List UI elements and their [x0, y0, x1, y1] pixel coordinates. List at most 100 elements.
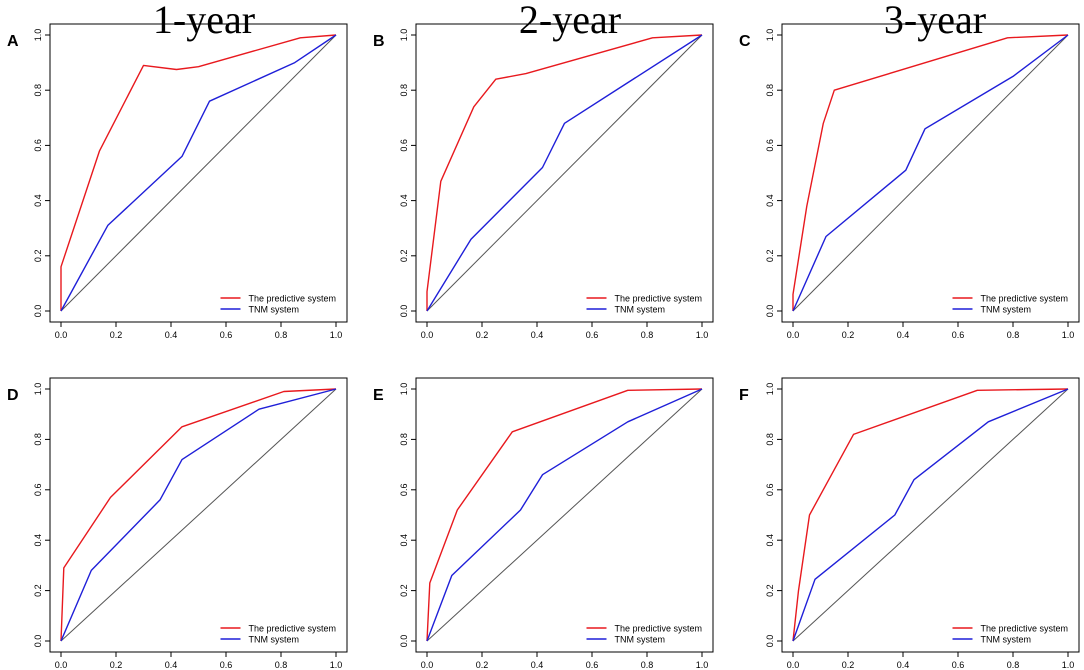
panel-label-f: F: [739, 387, 749, 404]
legend-entry: The predictive system: [615, 294, 703, 304]
legend-entry: TNM system: [981, 635, 1032, 645]
y-tick-label: 0.2: [765, 584, 775, 597]
x-tick-label: 0.4: [897, 660, 910, 670]
x-tick-label: 1.0: [1062, 660, 1075, 670]
panel-label-d: D: [7, 387, 19, 404]
y-tick-label: 0.4: [399, 534, 409, 547]
x-tick-label: 0.4: [897, 330, 910, 340]
plot-frame: [781, 23, 1080, 323]
x-tick-label: 0.0: [787, 660, 800, 670]
x-tick-label: 0.8: [641, 330, 654, 340]
y-tick-label: 0.2: [399, 584, 409, 597]
x-tick-label: 0.2: [842, 330, 855, 340]
roc-panel-c: C 0.0 0.2 0.4 0.6 0.8 1.0 0.0 0.2 0.4 0.6 0.8 1.0 The…: [739, 23, 1080, 340]
x-tick-label: 0.0: [421, 660, 434, 670]
roc-panel-b: B 0.0 0.2 0.4 0.6 0.8 1.0 0.0 0.2 0.4 0.6 0.8 1.0 The…: [373, 23, 714, 340]
panel-label-e: E: [373, 387, 384, 404]
plot-frame: [415, 23, 714, 323]
plot-frame: [49, 23, 348, 323]
x-tick-label: 0.4: [531, 660, 544, 670]
x-tick-label: 0.6: [952, 330, 965, 340]
x-tick-label: 0.6: [586, 330, 599, 340]
x-tick-label: 1.0: [696, 660, 709, 670]
x-tick-label: 0.2: [476, 660, 489, 670]
plot-frame: [49, 377, 348, 653]
roc-panel-a: A 0.0 0.2 0.4 0.6 0.8 1.0 0.0 0.2 0.4 0.6 0.8 1.0 The…: [7, 23, 348, 340]
x-tick-label: 0.2: [476, 330, 489, 340]
x-tick-label: 0.0: [55, 330, 68, 340]
x-tick-label: 0.6: [220, 330, 233, 340]
x-tick-label: 0.8: [641, 660, 654, 670]
predictive-system-roc-line: [60, 388, 337, 642]
y-tick-label: 0.0: [765, 635, 775, 648]
reference-diagonal-line: [792, 34, 1069, 312]
x-tick-label: 0.8: [275, 330, 288, 340]
y-tick-label: 0.2: [33, 584, 43, 597]
roc-panel-f: F 0.0 0.2 0.4 0.6 0.8 1.0 0.0 0.2 0.4 0.6 0.8 1.0 The…: [739, 377, 1080, 670]
y-tick-label: 0.2: [33, 250, 43, 263]
y-tick-label: 1.0: [765, 383, 775, 396]
plot-frame: [781, 377, 1080, 653]
legend-entry: The predictive system: [615, 624, 703, 634]
reference-diagonal-line: [60, 388, 337, 642]
tnm-system-roc-line: [426, 34, 703, 312]
y-tick-label: 1.0: [399, 383, 409, 396]
legend-entry: The predictive system: [249, 624, 337, 634]
plot-frame: [415, 377, 714, 653]
y-tick-label: 0.6: [765, 139, 775, 152]
legend-entry: The predictive system: [981, 624, 1069, 634]
x-tick-label: 0.6: [586, 660, 599, 670]
x-tick-label: 0.0: [55, 660, 68, 670]
y-tick-label: 0.4: [765, 534, 775, 547]
tnm-system-roc-line: [60, 34, 337, 312]
y-tick-label: 0.6: [33, 484, 43, 497]
column-title-1-year: 1-year: [152, 0, 256, 42]
x-tick-label: 0.4: [165, 660, 178, 670]
tnm-system-roc-line: [792, 388, 1069, 642]
y-tick-label: 0.8: [765, 84, 775, 97]
roc-panel-e: E 0.0 0.2 0.4 0.6 0.8 1.0 0.0 0.2 0.4 0.6 0.8 1.0 The…: [373, 377, 714, 670]
y-tick-label: 0.4: [765, 194, 775, 207]
column-title-3-year: 3-year: [883, 0, 987, 42]
x-tick-label: 0.6: [220, 660, 233, 670]
legend-entry: TNM system: [249, 305, 300, 315]
x-tick-label: 0.4: [531, 330, 544, 340]
y-tick-label: 0.0: [765, 305, 775, 318]
y-tick-label: 0.4: [33, 534, 43, 547]
tnm-system-roc-line: [792, 34, 1069, 312]
y-tick-label: 0.4: [33, 194, 43, 207]
y-tick-label: 0.8: [33, 433, 43, 446]
tnm-system-roc-line: [60, 388, 337, 642]
x-tick-label: 0.0: [787, 330, 800, 340]
y-tick-label: 0.2: [765, 250, 775, 263]
x-tick-label: 1.0: [696, 330, 709, 340]
predictive-system-roc-line: [426, 34, 703, 311]
reference-diagonal-line: [426, 388, 703, 642]
x-tick-label: 0.6: [952, 660, 965, 670]
y-tick-label: 0.6: [399, 484, 409, 497]
x-tick-label: 1.0: [1062, 330, 1075, 340]
y-tick-label: 0.6: [765, 484, 775, 497]
x-tick-label: 0.2: [110, 330, 123, 340]
predictive-system-roc-line: [426, 388, 703, 642]
y-tick-label: 0.6: [399, 139, 409, 152]
legend-entry: TNM system: [249, 635, 300, 645]
predictive-system-roc-line: [792, 388, 1069, 642]
x-tick-label: 1.0: [330, 660, 343, 670]
y-tick-label: 0.8: [399, 433, 409, 446]
y-tick-label: 1.0: [399, 29, 409, 42]
reference-diagonal-line: [426, 34, 703, 312]
y-tick-label: 0.0: [399, 635, 409, 648]
panel-label-b: B: [373, 33, 385, 50]
legend-entry: TNM system: [981, 305, 1032, 315]
legend-entry: The predictive system: [249, 294, 337, 304]
legend-entry: The predictive system: [981, 294, 1069, 304]
reference-diagonal-line: [792, 388, 1069, 642]
y-tick-label: 1.0: [765, 29, 775, 42]
y-tick-label: 0.0: [33, 305, 43, 318]
panel-label-c: C: [739, 33, 751, 50]
legend-entry: TNM system: [615, 305, 666, 315]
legend-entry: TNM system: [615, 635, 666, 645]
panel-label-a: A: [7, 33, 19, 50]
x-tick-label: 0.8: [1007, 330, 1020, 340]
